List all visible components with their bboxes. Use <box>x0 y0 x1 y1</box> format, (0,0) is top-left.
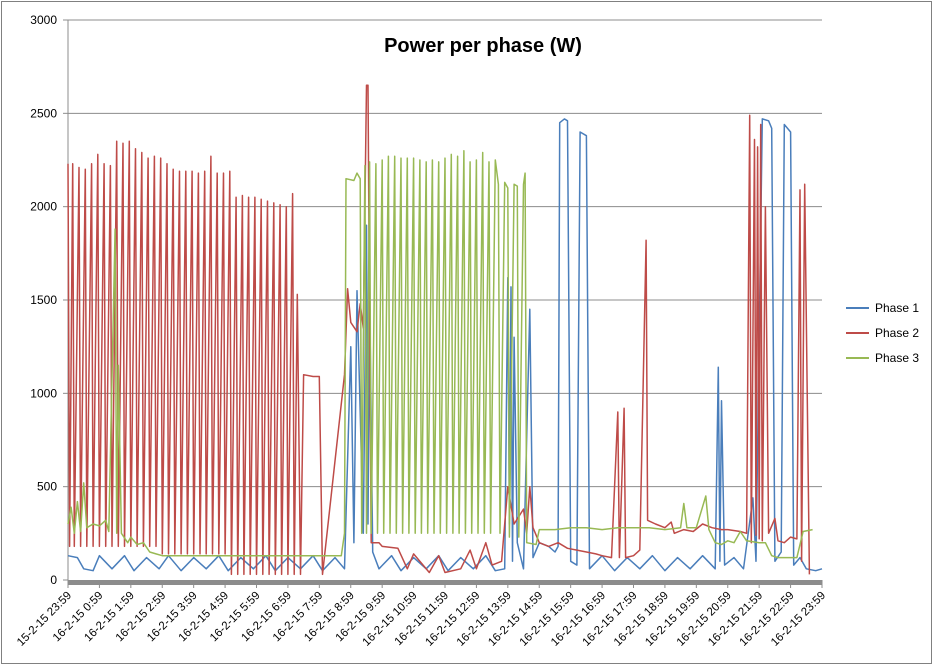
x-tick-label: 16-2-15 18:59 <box>612 590 671 649</box>
x-tick-label: 16-2-15 16:59 <box>549 590 608 649</box>
series-lines <box>67 84 823 576</box>
x-tick-label: 15-2-15 23:59 <box>15 590 74 649</box>
x-tick-label: 16-2-15 22:59 <box>738 590 797 649</box>
series-line-phase-2 <box>67 84 811 576</box>
x-tick-label: 16-2-15 19:59 <box>643 590 702 649</box>
x-tick-label: 16-2-15 12:59 <box>423 590 482 649</box>
x-tick-label: 16-2-15 23:59 <box>769 590 828 649</box>
y-tick-label: 2500 <box>30 106 57 120</box>
y-tick-label: 3000 <box>30 13 57 27</box>
series-line-phase-1 <box>67 118 823 572</box>
x-tick-label: 16-2-15 14:59 <box>486 590 545 649</box>
legend-label-phase-3: Phase 3 <box>875 351 919 365</box>
x-tick-label: 16-2-15 21:59 <box>706 590 765 649</box>
x-tick-label: 16-2-15 20:59 <box>675 590 734 649</box>
y-tick-label: 1000 <box>30 386 57 400</box>
y-tick-label: 500 <box>37 480 57 494</box>
y-tick-label: 1500 <box>30 293 57 307</box>
legend: Phase 1 Phase 2 Phase 3 <box>846 301 919 365</box>
y-axis-ticks: 0 500 1000 1500 2000 2500 3000 <box>30 13 68 587</box>
y-tick-label: 2000 <box>30 200 57 214</box>
legend-label-phase-1: Phase 1 <box>875 301 919 315</box>
x-tick-label: 16-2-15 17:59 <box>580 590 639 649</box>
chart-title: Power per phase (W) <box>384 35 582 57</box>
series-line-phase-3 <box>67 149 813 559</box>
y-tick-label: 0 <box>50 573 57 587</box>
x-tick-label: 16-2-15 15:59 <box>518 590 577 649</box>
legend-label-phase-2: Phase 2 <box>875 326 919 340</box>
x-tick-label: 16-2-15 10:59 <box>361 590 420 649</box>
x-tick-label: 16-2-15 13:59 <box>455 590 514 649</box>
